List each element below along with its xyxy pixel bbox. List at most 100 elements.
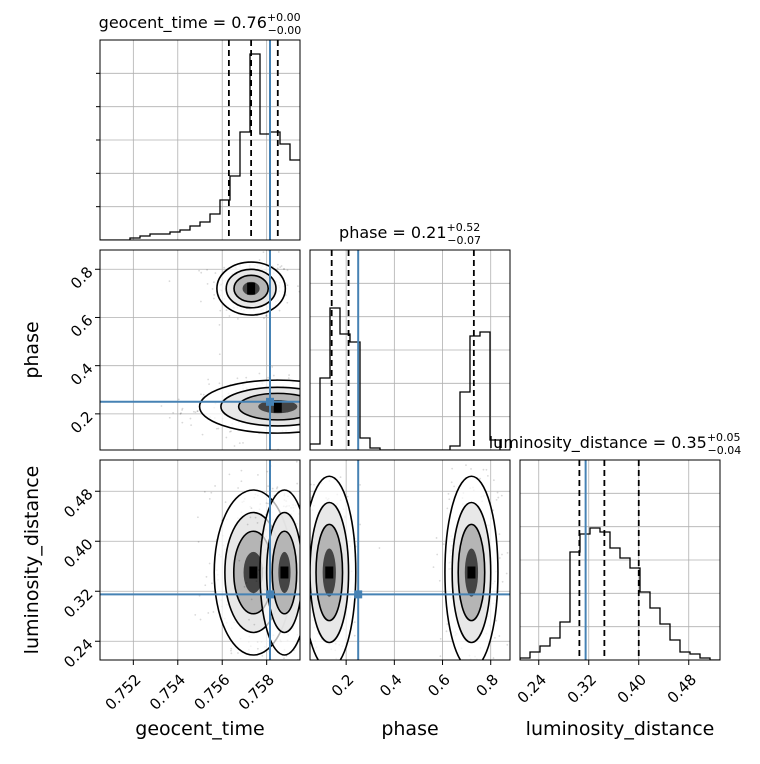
sample-point [266, 471, 268, 473]
sample-point [263, 317, 265, 319]
sample-point [286, 302, 288, 304]
sample-point [300, 590, 302, 592]
sample-point [288, 377, 290, 379]
sample-point [301, 394, 303, 396]
sample-point [256, 580, 258, 582]
sample-point [287, 269, 289, 271]
sample-point [327, 674, 329, 676]
sample-point [499, 557, 501, 559]
sample-point [225, 437, 227, 439]
sample-point [360, 439, 362, 441]
sample-point [204, 584, 206, 586]
sample-point [379, 547, 381, 549]
sample-point [303, 597, 305, 599]
sample-point [207, 283, 209, 285]
sample-point [461, 673, 463, 675]
sample-point [302, 406, 304, 408]
sample-point [230, 650, 232, 652]
sample-point [326, 422, 328, 424]
sample-point [465, 464, 467, 466]
sample-point [324, 407, 326, 409]
sample-point [316, 689, 318, 691]
sample-point [322, 404, 324, 406]
sample-point [202, 434, 204, 436]
sample-point [213, 294, 215, 296]
sample-point [305, 610, 307, 612]
grid-lines [520, 460, 720, 660]
sample-point [479, 478, 481, 480]
sample-point [485, 700, 487, 702]
sample-point [322, 435, 324, 437]
sample-point [302, 588, 304, 590]
sample-point [480, 435, 482, 437]
x-tick-label-geocent_time: 0.756 [190, 671, 233, 714]
sample-point [319, 451, 321, 453]
sample-point [327, 387, 329, 389]
sample-point [359, 524, 361, 526]
x-tick-label-geocent_time: 0.752 [102, 671, 145, 714]
title-prefix: geocent_time = 0.76 [99, 13, 267, 33]
sample-point [284, 718, 286, 720]
sample-point [316, 404, 318, 406]
sample-point [204, 664, 206, 666]
sample-point [230, 648, 232, 650]
sample-point [483, 469, 485, 471]
sample-point [301, 627, 303, 629]
sample-point [331, 398, 333, 400]
sample-point [161, 405, 163, 407]
sample-point [266, 502, 268, 504]
sample-point [302, 650, 304, 652]
sample-point [209, 563, 211, 565]
sample-point [169, 417, 171, 419]
sample-point [451, 481, 453, 483]
sample-point [271, 366, 273, 368]
sample-point [207, 379, 209, 381]
sample-point [467, 695, 469, 697]
sample-point [261, 655, 263, 657]
sample-point [257, 648, 259, 650]
sample-point [506, 644, 508, 646]
sample-point [377, 375, 379, 377]
sample-point [315, 399, 317, 401]
sample-point [449, 671, 451, 673]
sample-point [446, 507, 448, 509]
sample-point [273, 375, 275, 377]
sample-point [302, 671, 304, 673]
sample-point [307, 404, 309, 406]
sample-point [501, 495, 503, 497]
sample-point [278, 251, 280, 253]
x-tick-label-geocent_time: 0.754 [146, 671, 189, 714]
sample-point [506, 573, 508, 575]
sample-point [439, 655, 441, 657]
sample-point [317, 423, 319, 425]
sample-point [206, 269, 208, 271]
sample-point [169, 280, 171, 282]
sample-point [203, 394, 205, 396]
x-tick-label-phase: 0.2 [328, 671, 358, 701]
sample-point [247, 524, 249, 526]
sample-point [498, 635, 500, 637]
x-tick-label-luminosity_distance: 0.48 [664, 671, 700, 707]
sample-point [341, 410, 343, 412]
sample-point [359, 484, 361, 486]
sample-point [276, 486, 278, 488]
sample-point [331, 378, 333, 380]
sample-point [440, 638, 442, 640]
x-tick-label-luminosity_distance: 0.40 [614, 671, 650, 707]
sample-point [259, 373, 261, 375]
x-tick-label-phase: 0.6 [424, 671, 454, 701]
sample-point [306, 572, 308, 574]
sample-point [303, 384, 305, 386]
sample-point [304, 612, 306, 614]
sample-point [198, 270, 200, 272]
sample-point [406, 423, 408, 425]
sample-point [314, 425, 316, 427]
sample-point [321, 407, 323, 409]
sample-point [334, 676, 336, 678]
sample-point [267, 377, 269, 379]
sample-point [297, 452, 299, 454]
sample-point [279, 310, 281, 312]
title-lower: −0.04 [708, 444, 742, 457]
grid-lines [310, 250, 510, 450]
sample-point [256, 666, 258, 668]
